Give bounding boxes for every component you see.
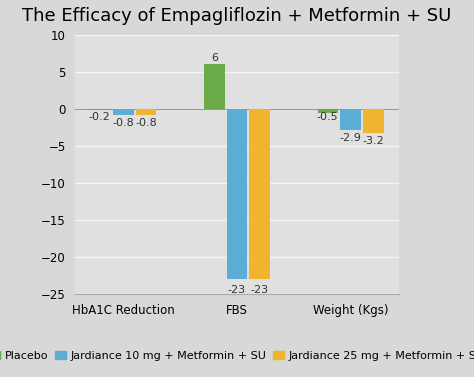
Bar xyxy=(113,109,134,115)
Bar xyxy=(249,109,270,279)
Text: -0.2: -0.2 xyxy=(89,112,110,122)
Text: -0.8: -0.8 xyxy=(112,118,134,128)
Bar xyxy=(204,64,225,109)
Title: The Efficacy of Empagliflozin + Metformin + SU: The Efficacy of Empagliflozin + Metformi… xyxy=(22,7,452,25)
Text: -2.9: -2.9 xyxy=(340,133,362,143)
Text: -23: -23 xyxy=(251,285,269,295)
Bar xyxy=(136,109,156,115)
Text: -3.2: -3.2 xyxy=(363,136,384,146)
Bar xyxy=(340,109,361,130)
Text: -0.5: -0.5 xyxy=(316,112,337,122)
Bar xyxy=(90,109,111,110)
Text: 6: 6 xyxy=(211,53,218,63)
Bar xyxy=(363,109,384,133)
Text: -23: -23 xyxy=(228,285,246,295)
Bar xyxy=(227,109,247,279)
Bar xyxy=(318,109,338,113)
Text: -0.8: -0.8 xyxy=(135,118,157,128)
Legend: Placebo, Jardiance 10 mg + Metformin + SU, Jardiance 25 mg + Metformin + SU: Placebo, Jardiance 10 mg + Metformin + S… xyxy=(0,346,474,365)
